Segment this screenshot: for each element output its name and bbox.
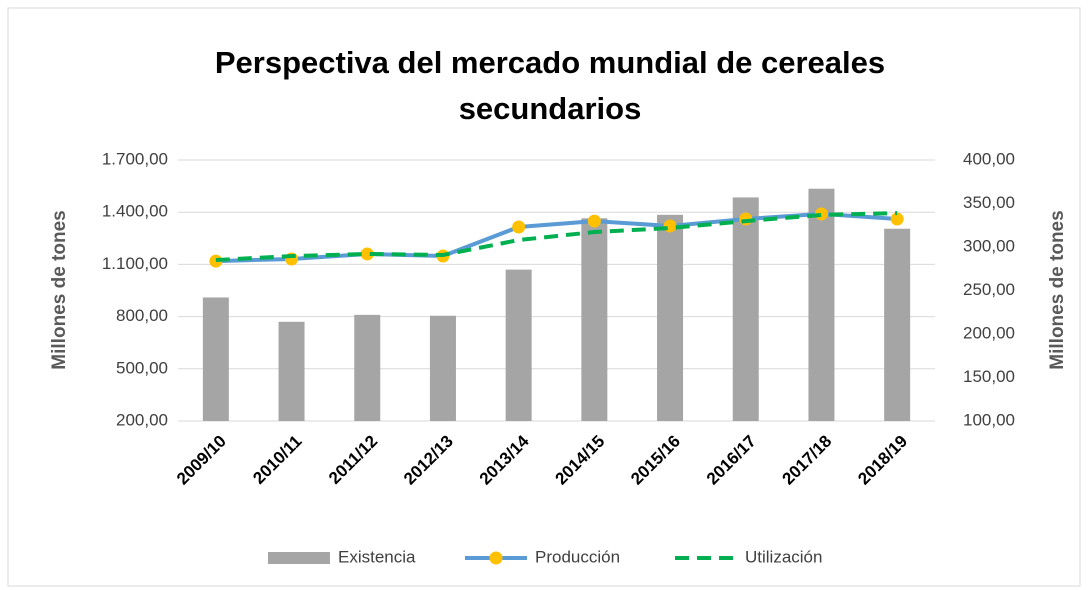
- marker: [587, 214, 601, 228]
- marker: [512, 220, 526, 234]
- y-tick-label: 1.100,00: [102, 254, 168, 273]
- y-tick-label: 200,00: [116, 410, 168, 429]
- y2-tick-label: 150,00: [963, 367, 1015, 386]
- y-tick-label: 1.700,00: [102, 149, 168, 168]
- bar: [278, 321, 305, 421]
- marker: [663, 219, 677, 233]
- y-axis-label: Millones de tones: [49, 210, 70, 369]
- y2-tick-label: 400,00: [963, 149, 1015, 168]
- line: [215, 211, 898, 263]
- bar: [732, 197, 759, 421]
- y-tick-label: 1.400,00: [102, 202, 168, 221]
- legend-label: Producción: [535, 547, 620, 566]
- bar: [354, 314, 381, 421]
- bar: [808, 188, 835, 421]
- bar: [581, 218, 608, 421]
- y-tick-label: 800,00: [116, 306, 168, 325]
- y-tick-label: 500,00: [116, 358, 168, 377]
- y2-axis-label: Millones de tones: [1047, 210, 1068, 369]
- bar: [505, 269, 532, 421]
- marker: [209, 254, 223, 268]
- legend-swatch: [268, 552, 330, 564]
- y2-tick-label: 100,00: [963, 410, 1015, 429]
- marker: [890, 212, 904, 226]
- bar: [657, 214, 684, 421]
- y2-tick-label: 250,00: [963, 280, 1015, 299]
- bar: [202, 297, 229, 421]
- y2-tick-label: 300,00: [963, 236, 1015, 255]
- bar: [429, 315, 456, 421]
- chart-title: Perspectiva del mercado mundial de cerea…: [214, 45, 886, 126]
- y2-tick-label: 350,00: [963, 193, 1015, 212]
- legend-label: Existencia: [338, 547, 416, 566]
- y2-tick-label: 200,00: [963, 323, 1015, 342]
- bar: [884, 228, 911, 421]
- legend-marker: [489, 551, 503, 565]
- marker: [360, 247, 374, 261]
- legend-label: Utilización: [745, 547, 822, 566]
